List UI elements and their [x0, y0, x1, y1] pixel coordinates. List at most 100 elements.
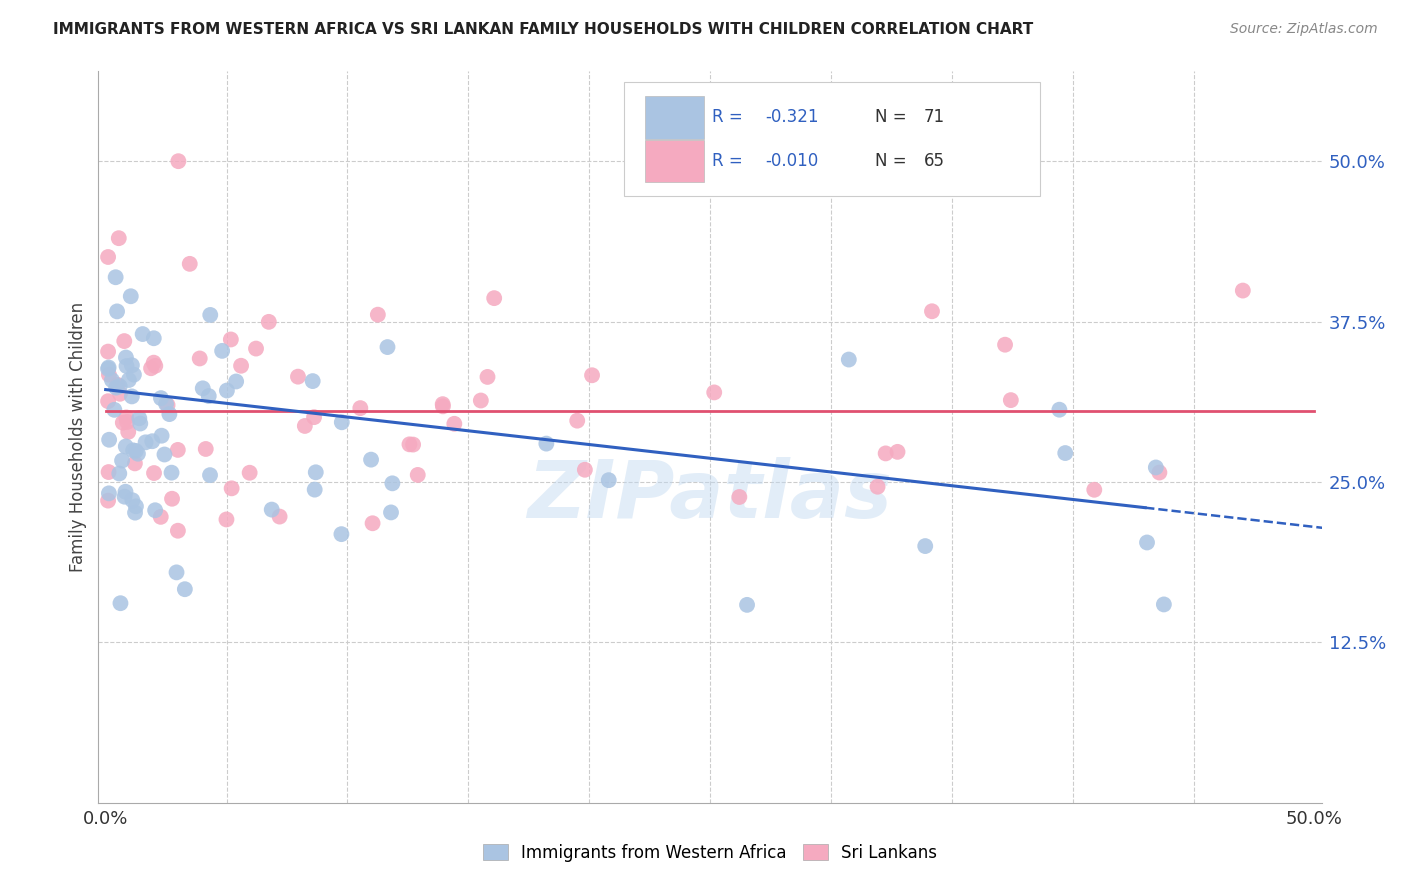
- Point: [121, 493, 143, 508]
- Point: [598, 473, 620, 487]
- Point: [380, 505, 402, 519]
- Point: [728, 490, 751, 504]
- Point: [257, 315, 280, 329]
- Point: [129, 417, 152, 431]
- Point: [229, 359, 252, 373]
- Point: [536, 436, 558, 450]
- Point: [143, 466, 166, 480]
- Point: [1149, 466, 1171, 480]
- Point: [225, 375, 247, 389]
- Point: [875, 446, 897, 460]
- Point: [110, 596, 132, 610]
- Point: [115, 415, 138, 429]
- Point: [97, 394, 120, 409]
- Point: [97, 465, 120, 479]
- Point: [97, 493, 120, 508]
- Point: [302, 410, 325, 425]
- Text: IMMIGRANTS FROM WESTERN AFRICA VS SRI LANKAN FAMILY HOUSEHOLDS WITH CHILDREN COR: IMMIGRANTS FROM WESTERN AFRICA VS SRI LA…: [53, 22, 1033, 37]
- Point: [108, 467, 131, 481]
- Point: [135, 435, 157, 450]
- Point: [219, 333, 242, 347]
- Point: [194, 442, 217, 456]
- Point: [128, 411, 150, 425]
- Point: [107, 231, 129, 245]
- Point: [97, 360, 120, 375]
- Point: [121, 358, 143, 372]
- Point: [117, 425, 139, 439]
- Point: [157, 407, 180, 421]
- Point: [139, 361, 162, 376]
- Point: [156, 398, 179, 412]
- Point: [838, 352, 860, 367]
- Point: [97, 486, 120, 500]
- Point: [304, 483, 326, 497]
- Point: [107, 377, 129, 392]
- Point: [260, 502, 283, 516]
- Point: [142, 331, 165, 345]
- Point: [111, 416, 134, 430]
- Point: [115, 410, 138, 425]
- Point: [97, 250, 120, 264]
- Point: [221, 481, 243, 495]
- Point: [198, 468, 221, 483]
- Point: [179, 257, 201, 271]
- Text: 65: 65: [924, 152, 945, 169]
- Point: [1153, 598, 1175, 612]
- Text: N =: N =: [875, 108, 912, 127]
- Point: [153, 448, 176, 462]
- Point: [114, 490, 136, 504]
- Point: [173, 582, 195, 597]
- Point: [97, 344, 120, 359]
- Legend: Immigrants from Western Africa, Sri Lankans: Immigrants from Western Africa, Sri Lank…: [477, 838, 943, 869]
- Point: [160, 466, 183, 480]
- Point: [149, 509, 172, 524]
- Point: [245, 342, 267, 356]
- Point: [1083, 483, 1105, 497]
- Point: [1144, 460, 1167, 475]
- Point: [470, 393, 492, 408]
- Text: -0.321: -0.321: [765, 108, 818, 127]
- Point: [125, 444, 148, 458]
- Point: [103, 402, 125, 417]
- Point: [1232, 284, 1254, 298]
- Point: [361, 516, 384, 531]
- Point: [188, 351, 211, 366]
- Point: [914, 539, 936, 553]
- Point: [211, 343, 233, 358]
- Point: [402, 437, 425, 451]
- Point: [200, 308, 222, 322]
- Point: [1000, 393, 1022, 408]
- Point: [398, 437, 420, 451]
- FancyBboxPatch shape: [645, 96, 704, 138]
- Point: [301, 374, 323, 388]
- Point: [197, 389, 219, 403]
- Point: [330, 415, 353, 429]
- Point: [131, 327, 153, 342]
- Point: [574, 463, 596, 477]
- Point: [994, 337, 1017, 351]
- Point: [167, 524, 190, 538]
- Point: [191, 381, 214, 395]
- Point: [115, 351, 138, 365]
- Point: [122, 368, 145, 382]
- Point: [166, 566, 188, 580]
- Point: [349, 401, 371, 416]
- Point: [567, 414, 589, 428]
- Point: [143, 503, 166, 517]
- Point: [125, 500, 148, 514]
- Text: R =: R =: [713, 152, 748, 169]
- Point: [127, 447, 149, 461]
- Point: [122, 443, 145, 458]
- Point: [377, 340, 399, 354]
- Point: [269, 509, 291, 524]
- Point: [381, 476, 404, 491]
- Point: [167, 154, 190, 169]
- Point: [160, 491, 183, 506]
- Point: [215, 512, 238, 526]
- Point: [477, 370, 499, 384]
- Point: [108, 379, 131, 393]
- Point: [105, 381, 128, 395]
- Point: [367, 308, 389, 322]
- Point: [360, 452, 382, 467]
- Point: [97, 362, 120, 376]
